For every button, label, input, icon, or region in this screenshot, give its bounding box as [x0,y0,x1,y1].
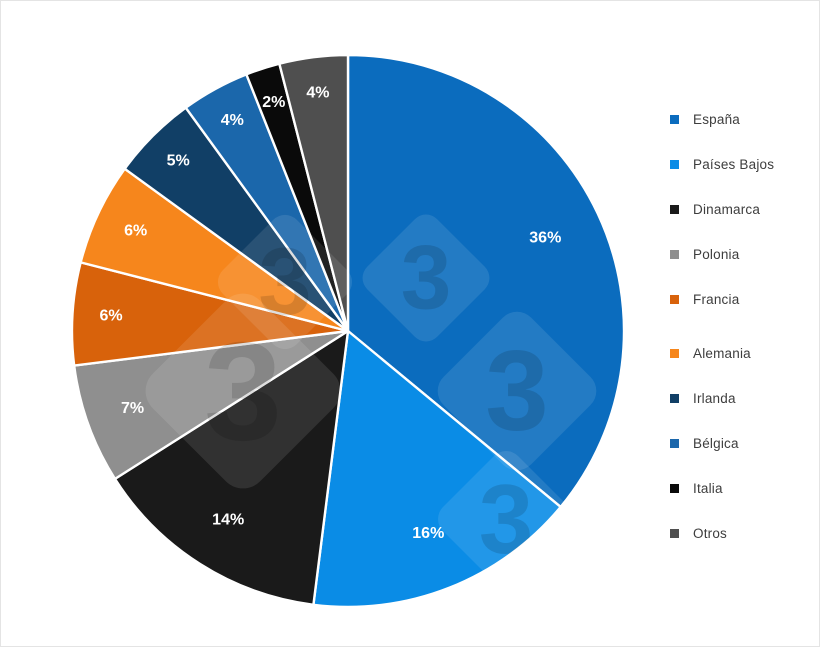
slice-label-italia: 2% [262,94,285,111]
legend-item-irlanda: Irlanda [670,376,774,421]
legend-swatch-belgica [670,439,679,448]
pie-slice-dinamarca [113,329,350,607]
slice-labels: 36% 16% 14% 7% 6% 6% 5% 4% 2% 4% [100,84,562,542]
legend-label-dinamarca: Dinamarca [693,202,761,217]
legend-item-alemania: Alemania [670,331,774,376]
legend-item-italia: Italia [670,466,774,511]
slice-label-espana: 36% [529,230,561,247]
pie-slice-polonia [72,329,350,481]
slice-label-dinamarca: 14% [212,511,244,528]
legend-swatch-espana [670,115,679,124]
pie-slices [70,53,626,609]
legend-swatch-irlanda [670,394,679,403]
legend-swatch-paises-bajos [670,160,679,169]
slice-label-paises-bajos: 16% [412,525,444,542]
legend-label-paises-bajos: Países Bajos [693,157,775,172]
slice-label-francia: 6% [100,308,123,325]
legend-label-alemania: Alemania [693,346,751,361]
legend-item-paises-bajos: Países Bajos [670,142,774,187]
legend-item-espana: España [670,97,774,142]
slice-label-alemania: 6% [124,223,147,240]
slice-label-belgica: 4% [221,112,244,129]
legend-item-polonia: Polonia [670,232,774,277]
legend-swatch-italia [670,484,679,493]
watermark-diamond [145,293,341,489]
legend-label-otros: Otros [693,526,728,541]
legend-swatch-dinamarca [670,205,679,214]
watermark-three-glyph: 3 [204,313,282,470]
legend-item-dinamarca: Dinamarca [670,187,774,232]
pie-slice-espana [346,53,626,509]
slice-label-polonia: 7% [121,400,144,417]
legend-item-francia: Francia [670,277,774,322]
legend-label-italia: Italia [693,481,723,496]
watermark-three-glyph: 3 [401,228,452,329]
legend-swatch-polonia [670,250,679,259]
legend-swatch-francia [670,295,679,304]
legend-swatch-alemania [670,349,679,358]
slice-label-irlanda: 5% [167,153,190,170]
slice-label-otros: 4% [306,84,329,101]
pie-slice-otros [278,53,350,333]
watermark-diamond [362,214,490,342]
watermark-three-glyph: 3 [258,229,311,336]
legend-label-irlanda: Irlanda [693,391,736,406]
legend-label-francia: Francia [693,292,740,307]
legend-label-belgica: Bélgica [693,436,739,451]
watermark: 3 33 33 [145,214,597,587]
pie-slice-paises-bajos [312,329,562,609]
legend-label-espana: España [693,112,740,127]
watermark-three-glyph: 3 [485,328,548,455]
legend: España Países Bajos Dinamarca Polonia Franci… [670,97,774,556]
legend-label-polonia: Polonia [693,247,740,262]
watermark-diamond [437,311,597,471]
legend-item-otros: Otros [670,511,774,556]
legend-item-belgica: Bélgica [670,421,774,466]
legend-swatch-otros [670,529,679,538]
watermark-diamond [217,214,353,350]
